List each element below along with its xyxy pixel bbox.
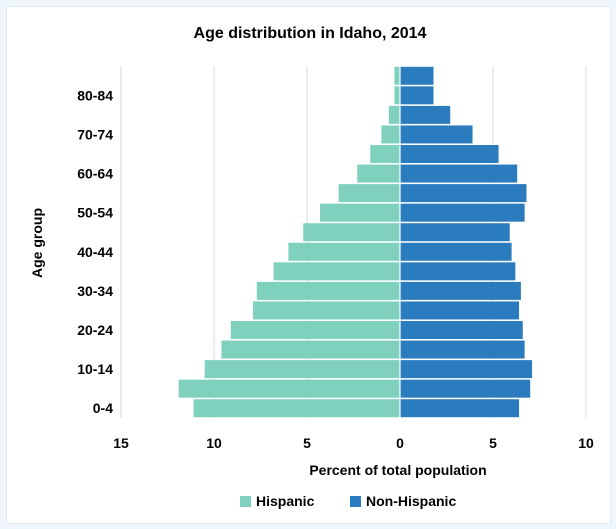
bar-hispanic-35-39 bbox=[273, 262, 400, 281]
y-tick-label-60-64: 60-64 bbox=[77, 166, 113, 182]
bar-non-hispanic-70-74 bbox=[400, 125, 473, 144]
legend-label-non-hispanic: Non-Hispanic bbox=[366, 493, 456, 509]
y-tick-labels: 0-4 10-14 20-24 30-34 40-44 50-54 60-64 70-74 80… bbox=[77, 87, 113, 416]
y-tick-label-20-24: 20-24 bbox=[77, 322, 113, 338]
y-tick-label-30-34: 30-34 bbox=[77, 283, 113, 299]
bar-hispanic-50-54 bbox=[320, 203, 400, 222]
bar-non-hispanic-20-24 bbox=[400, 321, 523, 339]
y-axis-label: Age group bbox=[29, 208, 45, 278]
bar-non-hispanic-85+ bbox=[400, 66, 434, 85]
bar-non-hispanic-15-19 bbox=[400, 340, 525, 359]
x-tick-label-5: 10 bbox=[578, 435, 594, 451]
bar-non-hispanic-55-59 bbox=[400, 184, 527, 203]
bar-hispanic-85+ bbox=[394, 66, 400, 85]
bar-hispanic-25-29 bbox=[253, 301, 400, 320]
x-tick-label-4: 5 bbox=[489, 435, 497, 451]
bar-hispanic-5-9 bbox=[178, 379, 400, 398]
y-tick-label-40-44: 40-44 bbox=[77, 244, 113, 260]
x-tick-labels: 15 10 5 0 5 10 bbox=[113, 435, 594, 451]
bar-non-hispanic-45-49 bbox=[400, 223, 510, 242]
y-tick-label-50-54: 50-54 bbox=[77, 205, 113, 221]
legend-label-hispanic: Hispanic bbox=[256, 493, 315, 509]
bar-non-hispanic-65-69 bbox=[400, 145, 499, 163]
bar-non-hispanic-50-54 bbox=[400, 203, 525, 222]
bar-hispanic-45-49 bbox=[303, 223, 400, 242]
bar-non-hispanic-0-4 bbox=[400, 399, 520, 418]
gridlines bbox=[120, 66, 587, 418]
bar-hispanic-30-34 bbox=[256, 281, 400, 300]
bar-non-hispanic-5-9 bbox=[400, 379, 531, 398]
chart-title: Age distribution in Idaho, 2014 bbox=[194, 25, 427, 42]
bar-hispanic-40-44 bbox=[288, 242, 400, 261]
x-axis-label: Percent of total population bbox=[309, 462, 486, 478]
bar-hispanic-70-74 bbox=[381, 125, 400, 144]
legend-swatch-non-hispanic bbox=[350, 496, 361, 507]
bar-non-hispanic-25-29 bbox=[400, 301, 520, 320]
bar-non-hispanic-60-64 bbox=[400, 164, 518, 183]
x-tick-label-1: 10 bbox=[206, 435, 222, 451]
bar-non-hispanic-40-44 bbox=[400, 242, 512, 261]
bar-hispanic-15-19 bbox=[221, 340, 400, 359]
bar-non-hispanic-35-39 bbox=[400, 262, 516, 281]
y-tick-label-10-14: 10-14 bbox=[77, 361, 113, 377]
y-tick-label-80-84: 80-84 bbox=[77, 87, 113, 103]
bar-hispanic-60-64 bbox=[357, 164, 400, 183]
bar-hispanic-80-84 bbox=[394, 86, 400, 105]
x-tick-label-3: 0 bbox=[396, 435, 404, 451]
bar-hispanic-75-79 bbox=[388, 105, 400, 124]
bar-hispanic-65-69 bbox=[370, 145, 400, 163]
bar-non-hispanic-80-84 bbox=[400, 86, 434, 105]
bar-non-hispanic-75-79 bbox=[400, 105, 451, 124]
bar-hispanic-55-59 bbox=[338, 184, 400, 203]
y-tick-label-0-4: 0-4 bbox=[93, 400, 113, 416]
bars bbox=[178, 66, 533, 418]
legend-swatch-hispanic bbox=[240, 496, 251, 507]
y-tick-label-70-74: 70-74 bbox=[77, 126, 113, 142]
x-tick-label-0: 15 bbox=[113, 435, 129, 451]
legend: Hispanic Non-Hispanic bbox=[240, 493, 456, 509]
bar-hispanic-20-24 bbox=[230, 321, 400, 339]
bar-hispanic-10-14 bbox=[204, 360, 400, 379]
bar-non-hispanic-10-14 bbox=[400, 360, 533, 379]
x-tick-label-2: 5 bbox=[303, 435, 311, 451]
bar-non-hispanic-30-34 bbox=[400, 281, 521, 300]
bar-hispanic-0-4 bbox=[193, 399, 400, 418]
